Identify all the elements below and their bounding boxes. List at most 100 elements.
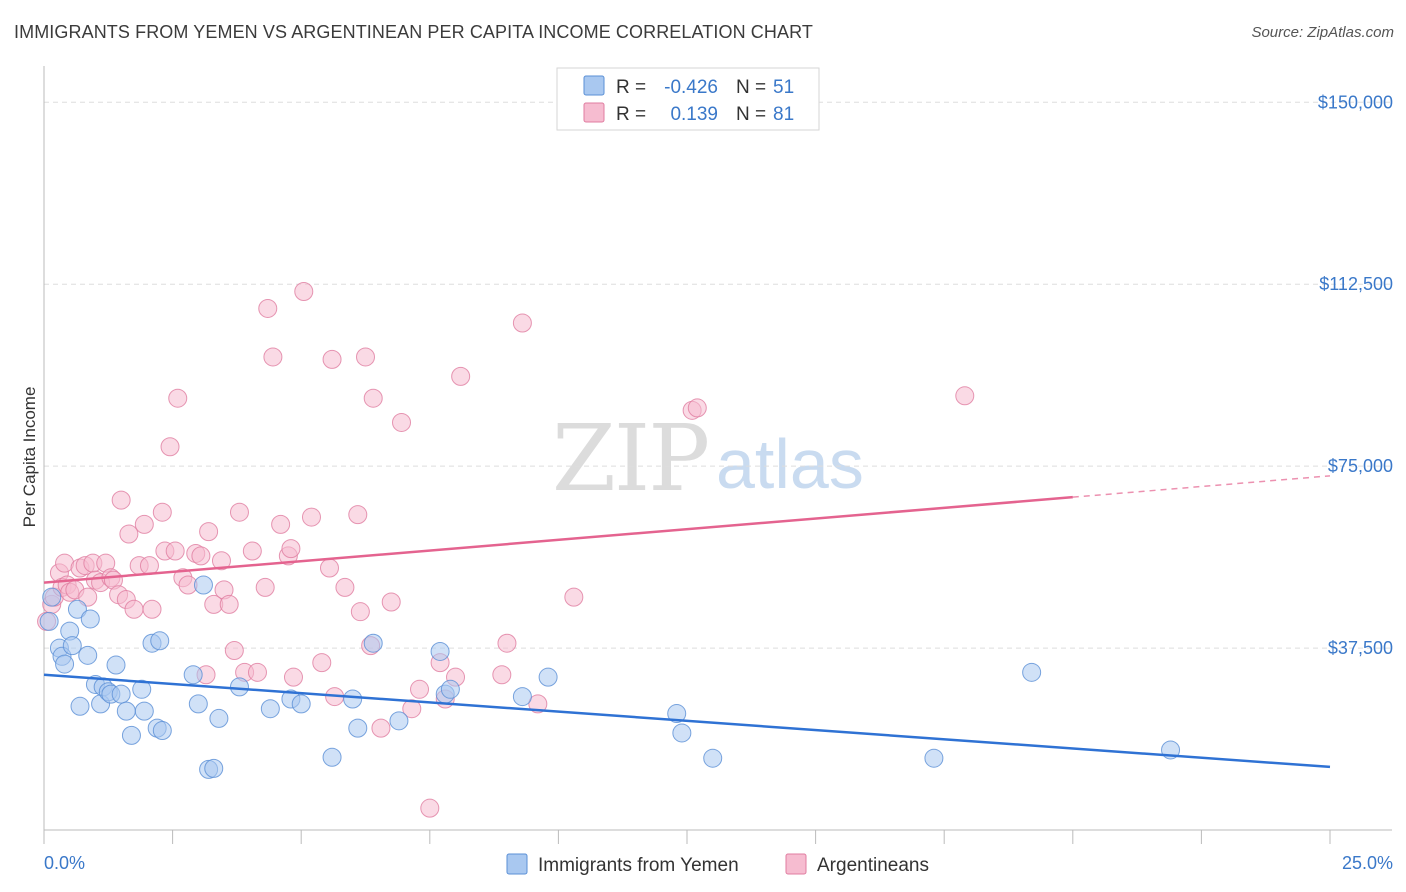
y-tick-labels: $37,500 $75,000 $112,500 $150,000 (1318, 92, 1393, 658)
point-yemen-48 (703, 748, 723, 768)
chart-title: IMMIGRANTS FROM YEMEN VS ARGENTINEAN PER… (14, 22, 813, 42)
legend-n-label-yemen: N = (736, 77, 766, 98)
point-argentineans-67 (381, 592, 401, 612)
legend-r-value-argentineans: 0.139 (670, 104, 718, 125)
point-yemen-28 (193, 575, 213, 595)
point-yemen-8 (70, 696, 90, 716)
y-tick-label-3: $150,000 (1318, 92, 1393, 112)
point-argentineans-79 (528, 694, 548, 714)
point-argentineans-54 (294, 281, 314, 301)
point-yemen-4 (55, 654, 75, 674)
point-yemen-20 (132, 679, 152, 699)
trend-line-yemen (43, 673, 1331, 769)
legend-r-label-yemen: R = (616, 77, 646, 98)
point-argentineans-58 (322, 349, 342, 369)
y-tick-label-2: $112,500 (1319, 274, 1393, 294)
point-argentineans-39 (211, 551, 231, 571)
legend-n-label-argentineans: N = (736, 104, 766, 125)
watermark-atlas: atlas (716, 425, 864, 503)
point-argentineans-43 (229, 502, 249, 522)
trend-line-extension-argentineans (1072, 475, 1331, 498)
correlation-legend: R = -0.426 N = 51 R = 0.139 N = 81 (556, 67, 820, 131)
axes (43, 66, 1392, 844)
point-argentineans-65 (363, 388, 383, 408)
point-argentineans-78 (512, 313, 532, 333)
point-yemen-40 (389, 711, 409, 731)
trend-line-argentineans (43, 495, 1073, 584)
point-argentineans-70 (410, 679, 430, 699)
y-tick-label-0: $37,500 (1328, 638, 1393, 658)
legend-n-value-argentineans: 81 (773, 104, 794, 125)
trend-lines (43, 475, 1331, 769)
series-argentineans (37, 281, 975, 818)
bottom-legend-label-argentineans: Argentineans (817, 855, 929, 876)
point-argentineans-45 (242, 541, 262, 561)
point-argentineans-66 (371, 718, 391, 738)
point-yemen-46 (667, 704, 687, 724)
point-argentineans-49 (263, 347, 283, 367)
point-yemen-37 (343, 689, 363, 709)
point-yemen-24 (150, 631, 170, 651)
point-yemen-50 (1022, 662, 1042, 682)
bottom-legend-swatch-yemen (506, 853, 528, 875)
legend-swatch-yemen (583, 75, 605, 96)
point-argentineans-29 (160, 437, 180, 457)
point-argentineans-46 (247, 662, 267, 682)
point-argentineans-82 (687, 398, 707, 418)
point-argentineans-27 (152, 502, 172, 522)
point-argentineans-19 (111, 490, 131, 510)
point-argentineans-56 (312, 653, 332, 673)
point-argentineans-22 (124, 599, 144, 619)
point-yemen-39 (363, 633, 383, 653)
point-argentineans-77 (497, 633, 517, 653)
point-argentineans-63 (356, 347, 375, 367)
point-yemen-0 (39, 611, 59, 631)
point-argentineans-48 (258, 298, 278, 318)
series-legend: Immigrants from Yemen Argentineans (506, 853, 929, 876)
point-argentineans-55 (301, 507, 321, 527)
point-yemen-47 (672, 723, 692, 743)
point-argentineans-71 (420, 798, 440, 818)
legend-swatch-argentineans (583, 102, 605, 123)
point-argentineans-50 (271, 514, 291, 534)
x-tick-labels: 0.0% 25.0% (44, 853, 1393, 873)
point-yemen-31 (209, 708, 229, 728)
legend-r-label-argentineans: R = (616, 104, 646, 125)
point-argentineans-61 (348, 505, 368, 525)
bottom-legend-label-yemen: Immigrants from Yemen (538, 855, 739, 876)
point-argentineans-25 (139, 556, 159, 576)
y-tick-label-1: $75,000 (1328, 456, 1393, 476)
point-yemen-35 (291, 694, 311, 714)
x-tick-label-right: 25.0% (1342, 853, 1393, 873)
point-yemen-18 (116, 701, 136, 721)
point-argentineans-83 (955, 386, 975, 406)
point-argentineans-26 (142, 599, 162, 619)
point-yemen-30 (204, 758, 224, 778)
point-yemen-49 (924, 748, 944, 768)
point-yemen-43 (440, 679, 460, 699)
point-yemen-45 (538, 667, 558, 687)
source-credit: Source: ZipAtlas.com (1251, 24, 1394, 41)
point-argentineans-11 (78, 587, 98, 607)
y-axis-label: Per Capita Income (20, 387, 39, 528)
point-yemen-17 (111, 684, 131, 704)
point-argentineans-35 (191, 546, 211, 566)
point-argentineans-53 (283, 667, 303, 687)
point-argentineans-80 (564, 587, 584, 607)
point-argentineans-41 (219, 594, 239, 614)
point-argentineans-57 (319, 558, 339, 578)
point-argentineans-60 (335, 577, 355, 597)
point-yemen-10 (80, 609, 100, 629)
point-yemen-33 (260, 699, 280, 719)
point-yemen-21 (134, 701, 154, 721)
point-yemen-16 (106, 655, 126, 675)
point-argentineans-37 (199, 522, 219, 542)
point-yemen-25 (152, 721, 172, 741)
point-argentineans-62 (350, 602, 370, 622)
point-argentineans-30 (165, 541, 185, 561)
legend-n-value-yemen: 51 (773, 77, 794, 98)
point-yemen-6 (62, 636, 82, 656)
legend-r-value-yemen: -0.426 (664, 77, 718, 98)
point-yemen-1 (42, 587, 62, 607)
